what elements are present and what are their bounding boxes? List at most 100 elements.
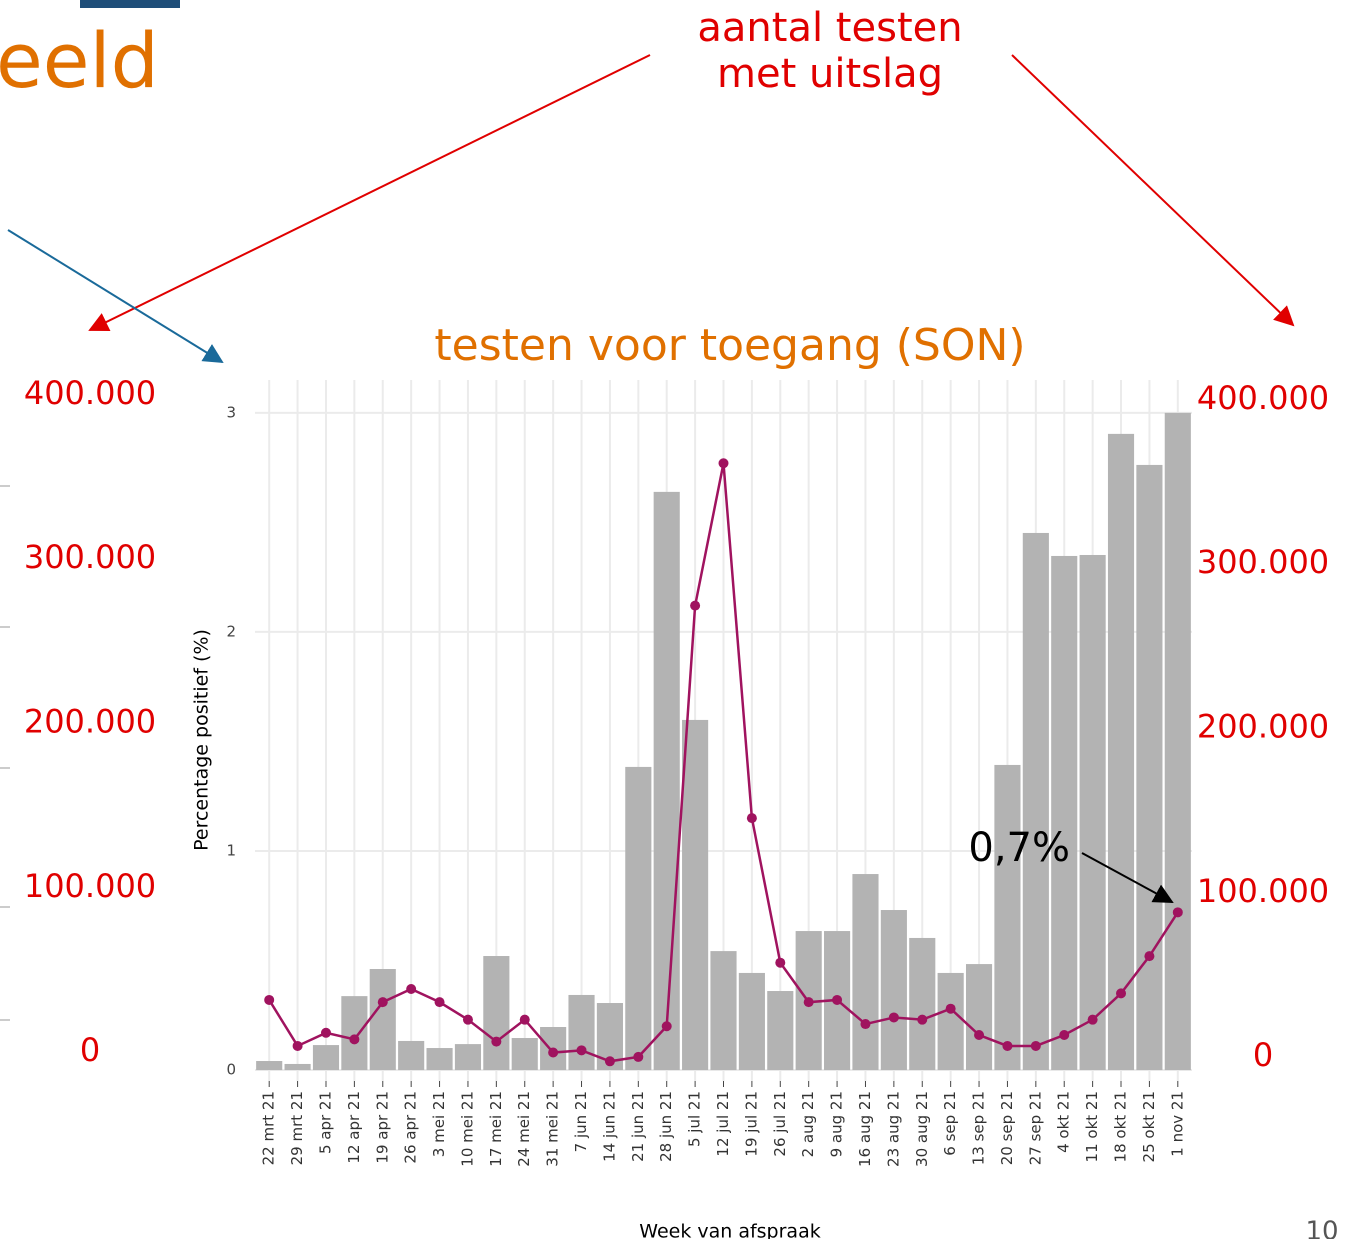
bar xyxy=(738,972,765,1071)
point xyxy=(519,1014,530,1025)
y2-tick-label: 200.000 xyxy=(1197,707,1329,745)
arrow xyxy=(88,54,651,332)
y-tick-label: 0 xyxy=(226,1061,236,1079)
callout: aantal testen xyxy=(697,5,962,51)
x-tick-label: 19 jul 21 xyxy=(742,1091,760,1157)
y2-tick-label: 0 xyxy=(1253,1036,1273,1074)
x-tick-label: 10 mei 21 xyxy=(458,1091,476,1167)
callout: met uitslag xyxy=(717,51,943,97)
point xyxy=(917,1014,928,1025)
x-tick-label: 12 apr 21 xyxy=(345,1091,363,1164)
bar xyxy=(284,1063,311,1071)
y-tick-label: 2 xyxy=(226,622,236,640)
decor-lines xyxy=(0,485,10,1021)
point xyxy=(349,1034,360,1045)
y2-tick-label: 400.000 xyxy=(1197,379,1329,417)
y2-tick-label: 200.000 xyxy=(24,702,156,740)
bar xyxy=(312,1045,340,1071)
bar xyxy=(965,964,993,1071)
bar xyxy=(994,764,1021,1071)
point xyxy=(1002,1040,1013,1051)
point xyxy=(888,1012,899,1023)
point xyxy=(548,1047,559,1058)
arrow xyxy=(7,229,224,364)
bar xyxy=(454,1044,482,1071)
point xyxy=(377,997,388,1008)
x-tick-label: 22 mrt 21 xyxy=(260,1091,278,1165)
bar xyxy=(511,1038,538,1071)
point xyxy=(1116,988,1127,999)
bar xyxy=(710,951,737,1071)
point xyxy=(1059,1029,1070,1040)
x-tick-label: 5 apr 21 xyxy=(316,1091,334,1154)
point xyxy=(462,1014,473,1025)
x-tick-label: 12 jul 21 xyxy=(714,1091,732,1157)
slide-title: eeld xyxy=(0,16,159,105)
x-tick-label: 27 sep 21 xyxy=(1026,1091,1044,1165)
bar xyxy=(1051,555,1078,1071)
x-tick-label: 5 jul 21 xyxy=(686,1091,704,1147)
point xyxy=(434,997,445,1008)
x-tick-label: 14 jun 21 xyxy=(600,1091,618,1162)
x-tick-label: 25 okt 21 xyxy=(1140,1091,1158,1162)
point xyxy=(803,997,814,1008)
point xyxy=(491,1036,502,1047)
bar xyxy=(653,491,680,1071)
bar xyxy=(426,1048,453,1071)
bar xyxy=(483,956,510,1071)
chart-title: testen voor toegang (SON) xyxy=(434,320,1025,371)
x-tick-label: 1 nov 21 xyxy=(1168,1091,1186,1157)
point xyxy=(860,1019,871,1030)
bar xyxy=(937,972,964,1071)
bar xyxy=(1164,412,1191,1071)
point xyxy=(1030,1040,1041,1051)
point xyxy=(661,1021,672,1032)
x-tick-label: 20 sep 21 xyxy=(998,1091,1016,1165)
x-tick-label: 18 okt 21 xyxy=(1112,1091,1130,1162)
x-tick-label: 24 mei 21 xyxy=(515,1091,533,1167)
point xyxy=(633,1051,644,1062)
x-tick-label: 21 jun 21 xyxy=(629,1091,647,1162)
x-tick-label: 4 okt 21 xyxy=(1055,1091,1073,1153)
bar xyxy=(568,994,595,1071)
x-tick-label: 13 sep 21 xyxy=(970,1091,988,1165)
bar xyxy=(852,874,879,1071)
arrow xyxy=(1011,54,1295,327)
y-axis-label: Percentage positief (%) xyxy=(191,629,213,851)
point xyxy=(604,1056,615,1067)
x-tick-label: 28 jun 21 xyxy=(657,1091,675,1162)
point xyxy=(576,1045,587,1056)
bar xyxy=(369,969,396,1071)
y2-tick-label: 100.000 xyxy=(24,867,156,905)
bar xyxy=(682,719,709,1071)
x-tick-label: 23 aug 21 xyxy=(884,1091,902,1167)
bar xyxy=(398,1040,425,1071)
point xyxy=(292,1040,303,1051)
y2-tick-label: 300.000 xyxy=(24,538,156,576)
x-tick-label: 9 aug 21 xyxy=(828,1091,846,1157)
point xyxy=(1087,1014,1098,1025)
arrow xyxy=(1081,852,1174,903)
bar xyxy=(341,996,368,1071)
x-axis-label: Week van afspraak xyxy=(639,1221,820,1239)
point xyxy=(690,600,701,611)
point xyxy=(945,1003,956,1014)
point xyxy=(320,1027,331,1038)
point xyxy=(406,983,417,994)
x-tick-label: 29 mrt 21 xyxy=(288,1091,306,1165)
bar xyxy=(880,910,907,1071)
x-tick-label: 11 okt 21 xyxy=(1083,1091,1101,1162)
point xyxy=(264,994,275,1005)
point xyxy=(974,1029,985,1040)
y-tick-label: 1 xyxy=(226,841,236,859)
bar xyxy=(1107,433,1135,1071)
point xyxy=(1144,951,1155,962)
point xyxy=(1172,907,1183,918)
annotation: 0,7% xyxy=(968,825,1070,871)
page-number: 10 xyxy=(1305,1217,1338,1239)
y2-tick-label: 0 xyxy=(80,1031,100,1069)
bar xyxy=(625,766,652,1071)
point xyxy=(832,994,843,1005)
